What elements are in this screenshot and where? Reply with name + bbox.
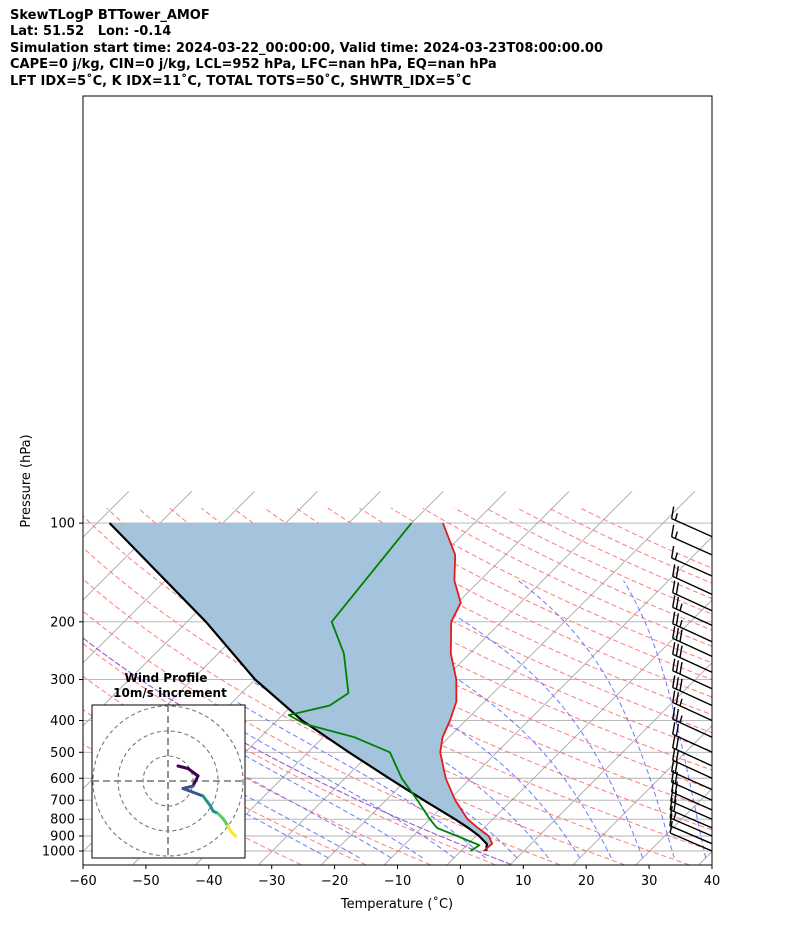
x-tick-label: 40 — [704, 874, 721, 889]
dry-adiabat — [83, 642, 496, 865]
isotherm-line — [321, 491, 696, 865]
isotherm-line — [698, 850, 712, 865]
wind-barb — [672, 707, 713, 738]
wind-barbs — [669, 506, 713, 852]
x-tick-label: −40 — [195, 874, 222, 889]
dry-adiabat — [83, 675, 431, 865]
moist-adiabat — [235, 701, 486, 859]
y-tick-label: 800 — [50, 813, 75, 828]
y-tick-label: 700 — [50, 794, 75, 809]
y-axis-label: Pressure (hPa) — [19, 434, 34, 527]
dry-adiabat — [83, 546, 689, 865]
hodograph-trace-segment — [191, 774, 200, 788]
y-tick-label: 1000 — [42, 845, 75, 860]
isotherm-line — [510, 662, 712, 865]
y-tick-label: 200 — [50, 615, 75, 630]
moist-adiabat — [399, 580, 644, 859]
hodograph-trace-segment — [176, 764, 190, 770]
x-tick-label: −50 — [132, 874, 159, 889]
header-line-3: Simulation start time: 2024-03-22_00:00:… — [10, 41, 603, 56]
x-tick-label: 20 — [578, 874, 595, 889]
dry-adiabat — [390, 507, 712, 664]
dewpoint-profile-line — [287, 522, 481, 852]
hodograph-inset: Wind Profile 10m/s increment — [91, 671, 246, 859]
profile-layer — [108, 522, 494, 852]
isotherm-line — [447, 599, 712, 865]
wind-barb — [672, 626, 713, 658]
wind-barb — [672, 658, 713, 690]
wind-barb — [669, 805, 713, 837]
wind-barb — [669, 813, 713, 845]
dry-adiabat — [83, 610, 560, 865]
wind-barb — [672, 735, 713, 767]
wind-barb — [670, 759, 713, 791]
x-tick-label: −30 — [258, 874, 285, 889]
wind-barb — [669, 797, 713, 829]
moist-adiabat — [277, 661, 549, 859]
temperature-profile-line — [439, 522, 494, 852]
isotherm-line — [83, 491, 192, 601]
y-tick-label: 500 — [50, 746, 75, 761]
moist-adiabat — [205, 732, 423, 859]
wind-barb — [670, 545, 713, 577]
isotherm-line — [762, 491, 794, 864]
isotherm-line — [635, 788, 712, 865]
y-tick-label: 300 — [50, 673, 75, 688]
dry-adiabat — [295, 507, 712, 716]
dry-adiabat — [232, 507, 712, 752]
header-line-4: CAPE=0 j/kg, CIN=0 j/kg, LCL=952 hPa, LF… — [10, 57, 497, 72]
wind-barb — [672, 611, 713, 643]
header-line-2: Lat: 51.52 Lon: -0.14 — [10, 24, 172, 39]
x-tick-label: 30 — [641, 874, 658, 889]
hodograph-trace-segment — [181, 787, 205, 798]
hodograph-trace-segment — [221, 817, 230, 828]
y-tick-label: 600 — [50, 772, 75, 787]
wind-barb — [672, 690, 713, 722]
x-tick-label: 0 — [456, 874, 464, 889]
header-line-5: LFT IDX=5˚C, K IDX=11˚C, TOTAL TOTS=50˚C… — [10, 74, 472, 89]
wind-barb — [670, 524, 713, 556]
wind-barb — [672, 580, 713, 612]
hodograph-trace-segment — [186, 767, 200, 778]
reference-adiabat — [83, 637, 512, 865]
moist-adiabat — [217, 716, 455, 859]
y-tick-label: 400 — [50, 714, 75, 729]
header-line-1: SkewTLogP BTTower_AMOF — [10, 8, 210, 23]
isotherm-line — [0, 491, 3, 864]
wind-barb — [672, 642, 713, 673]
y-tick-label: 900 — [50, 829, 75, 844]
x-tick-label: −10 — [384, 874, 411, 889]
hodograph-trace-segment — [229, 829, 237, 838]
wind-barb — [672, 748, 713, 779]
wind-barb — [672, 722, 713, 753]
wind-barb — [672, 564, 713, 596]
parcel-profile-line — [108, 522, 488, 852]
inset-title: Wind Profile — [125, 671, 208, 685]
x-axis-ticks: −60 −50 −40 −30 −20 −10 0 10 20 30 40 — [69, 865, 720, 889]
x-axis-label: Temperature (˚C) — [340, 896, 453, 912]
moist-adiabat — [333, 602, 612, 859]
inset-subtitle: 10m/s increment — [113, 686, 227, 700]
x-tick-label: −60 — [69, 874, 96, 889]
wind-barb — [672, 675, 713, 707]
wind-barb — [670, 779, 713, 811]
moist-adiabat — [518, 580, 675, 859]
x-tick-label: 10 — [515, 874, 532, 889]
moist-adiabat — [623, 580, 707, 859]
dry-adiabat — [327, 507, 712, 698]
y-tick-label: 100 — [50, 517, 75, 532]
wind-barb — [672, 595, 713, 626]
hodograph-trace-segment — [201, 794, 212, 808]
moist-adiabat — [303, 634, 581, 859]
x-tick-label: −20 — [321, 874, 348, 889]
wind-barb — [670, 506, 713, 538]
